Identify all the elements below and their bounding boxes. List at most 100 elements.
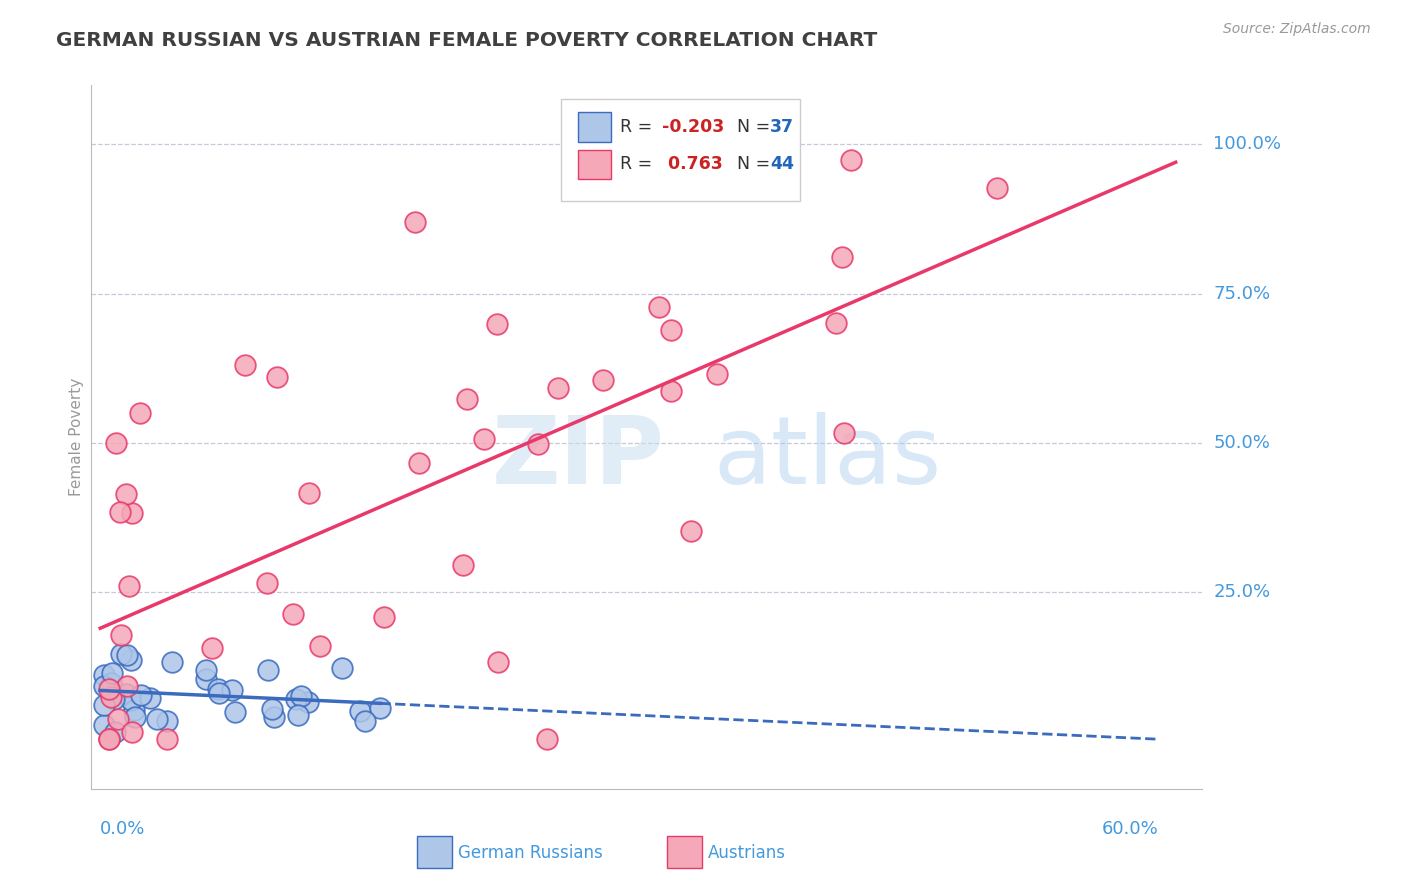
Point [527, 437, 550, 451]
Text: N =: N = [725, 118, 775, 136]
Point [257, 663, 280, 677]
Text: atlas: atlas [713, 412, 942, 504]
Point [121, 724, 143, 739]
Point [266, 370, 288, 384]
Point [839, 153, 862, 167]
Point [121, 507, 143, 521]
Point [139, 690, 162, 705]
Point [451, 558, 474, 572]
Point [349, 704, 371, 718]
Point [195, 672, 218, 686]
Point [353, 714, 375, 728]
Point [330, 660, 353, 674]
Point [284, 692, 307, 706]
Point [706, 367, 728, 381]
Text: 100.0%: 100.0% [1213, 136, 1281, 153]
Text: German Russians: German Russians [458, 844, 603, 862]
Point [124, 710, 146, 724]
Point [98, 681, 121, 696]
Point [115, 648, 138, 663]
Text: GERMAN RUSSIAN VS AUSTRIAN FEMALE POVERTY CORRELATION CHART: GERMAN RUSSIAN VS AUSTRIAN FEMALE POVERT… [56, 31, 877, 50]
Point [290, 689, 312, 703]
Point [256, 576, 278, 591]
Point [98, 731, 121, 746]
Text: 37: 37 [770, 118, 794, 136]
Text: 44: 44 [770, 155, 794, 173]
Point [547, 381, 569, 395]
Point [93, 718, 115, 732]
Point [309, 639, 332, 653]
Point [93, 679, 115, 693]
Text: 0.0%: 0.0% [100, 820, 146, 838]
Point [194, 663, 217, 677]
Point [456, 392, 478, 406]
Point [120, 693, 142, 707]
Point [262, 702, 284, 716]
Point [117, 579, 139, 593]
Point [110, 647, 132, 661]
Point [129, 688, 152, 702]
Point [297, 696, 319, 710]
Point [283, 607, 305, 621]
Point [298, 486, 321, 500]
Point [648, 300, 671, 314]
Text: ZIP: ZIP [491, 412, 664, 504]
Text: R =: R = [620, 155, 658, 173]
Point [404, 215, 426, 229]
Point [156, 731, 179, 746]
Point [986, 180, 1008, 194]
Point [233, 359, 256, 373]
Point [146, 713, 169, 727]
Point [221, 682, 243, 697]
Point [93, 667, 115, 681]
Text: Austrians: Austrians [707, 844, 786, 862]
Point [659, 323, 682, 337]
Text: 75.0%: 75.0% [1213, 285, 1271, 302]
Point [831, 250, 853, 264]
Point [201, 640, 224, 655]
Text: Source: ZipAtlas.com: Source: ZipAtlas.com [1223, 22, 1371, 37]
Y-axis label: Female Poverty: Female Poverty [69, 378, 84, 496]
Point [486, 655, 509, 669]
Point [208, 686, 231, 700]
Point [160, 655, 183, 669]
Point [156, 714, 179, 728]
Text: 25.0%: 25.0% [1213, 583, 1271, 601]
Point [263, 710, 285, 724]
FancyBboxPatch shape [416, 836, 453, 868]
Point [287, 708, 309, 723]
Text: 0.763: 0.763 [662, 155, 723, 173]
Text: -0.203: -0.203 [662, 118, 724, 136]
Text: 50.0%: 50.0% [1213, 434, 1270, 452]
Text: R =: R = [620, 118, 658, 136]
Point [104, 725, 127, 739]
Point [373, 610, 395, 624]
Point [207, 681, 229, 696]
Point [100, 666, 122, 681]
Point [114, 687, 136, 701]
Point [472, 433, 495, 447]
Point [120, 653, 142, 667]
FancyBboxPatch shape [666, 836, 702, 868]
Point [659, 384, 682, 399]
Point [592, 373, 614, 387]
Point [408, 456, 430, 470]
Point [117, 679, 139, 693]
Point [224, 705, 246, 719]
Point [105, 436, 128, 450]
Point [681, 524, 703, 538]
Point [100, 690, 122, 705]
Text: 60.0%: 60.0% [1101, 820, 1159, 838]
FancyBboxPatch shape [561, 99, 800, 201]
Point [536, 731, 558, 746]
Point [128, 406, 150, 420]
Point [124, 703, 146, 717]
Point [114, 487, 136, 501]
Text: N =: N = [725, 155, 775, 173]
FancyBboxPatch shape [578, 112, 612, 142]
Point [98, 731, 121, 746]
Point [103, 691, 125, 706]
Point [110, 628, 132, 642]
Point [108, 505, 131, 519]
Point [486, 318, 509, 332]
